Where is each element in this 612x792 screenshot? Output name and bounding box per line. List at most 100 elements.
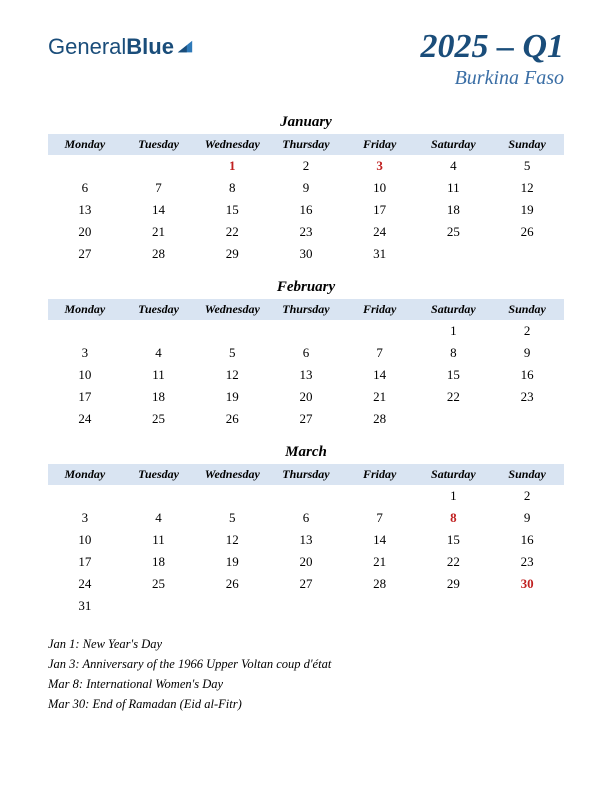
calendar-day: 20 <box>269 386 343 408</box>
calendar-day: 13 <box>269 364 343 386</box>
brand-triangle-icon <box>176 38 194 56</box>
calendar-day: 5 <box>195 507 269 529</box>
month-block: February MondayTuesdayWednesdayThursdayFr… <box>48 279 564 430</box>
calendar-day: 19 <box>195 386 269 408</box>
calendar-day: 22 <box>417 551 491 573</box>
calendar-day: 8 <box>417 507 491 529</box>
calendar-day: 28 <box>343 573 417 595</box>
month-name: March <box>48 444 564 461</box>
calendar-day <box>122 155 196 177</box>
calendar-row: 3456789 <box>48 342 564 364</box>
month-block: MarchMondayTuesdayWednesdayThursdayFrida… <box>48 444 564 617</box>
calendar-day: 22 <box>417 386 491 408</box>
month-name: January <box>48 114 564 131</box>
calendar-day: 31 <box>343 243 417 265</box>
calendar-day <box>269 320 343 342</box>
calendar-day <box>195 485 269 507</box>
calendar-day: 25 <box>122 573 196 595</box>
holiday-note-line: Jan 1: New Year's Day <box>48 635 368 654</box>
calendar-day: 7 <box>343 342 417 364</box>
weekday-header: Friday <box>343 299 417 320</box>
calendar-day: 9 <box>490 507 564 529</box>
brand-part2: Blue <box>126 34 174 59</box>
calendar-row: 31 <box>48 595 564 617</box>
calendar-day: 1 <box>417 485 491 507</box>
weekday-header: Thursday <box>269 299 343 320</box>
calendar-day: 22 <box>195 221 269 243</box>
calendar-day: 18 <box>122 551 196 573</box>
calendar-day: 6 <box>269 342 343 364</box>
weekday-header: Saturday <box>417 464 491 485</box>
weekday-header: Thursday <box>269 464 343 485</box>
month-name: February <box>48 279 564 296</box>
calendar-day: 18 <box>122 386 196 408</box>
weekday-header: Wednesday <box>195 464 269 485</box>
calendar-day <box>490 595 564 617</box>
calendar-row: 24252627282930 <box>48 573 564 595</box>
title-sub: Burkina Faso <box>420 67 564 90</box>
title-main: 2025 – Q1 <box>420 28 564 65</box>
weekday-header: Sunday <box>490 134 564 155</box>
calendar-day <box>343 595 417 617</box>
calendar-day: 23 <box>490 386 564 408</box>
calendar-day: 16 <box>490 529 564 551</box>
calendar-day: 1 <box>195 155 269 177</box>
calendar-day: 27 <box>48 243 122 265</box>
calendar-day: 28 <box>122 243 196 265</box>
calendar-day: 24 <box>48 408 122 430</box>
calendar-day: 4 <box>122 342 196 364</box>
calendar-day: 12 <box>195 529 269 551</box>
calendar-day: 19 <box>490 199 564 221</box>
calendar-day: 11 <box>122 364 196 386</box>
calendar-day: 13 <box>48 199 122 221</box>
weekday-header: Friday <box>343 464 417 485</box>
calendar-day: 10 <box>343 177 417 199</box>
calendar-day: 24 <box>343 221 417 243</box>
calendar-day: 1 <box>417 320 491 342</box>
calendar-day: 30 <box>269 243 343 265</box>
calendar-day: 29 <box>195 243 269 265</box>
calendar-day: 12 <box>490 177 564 199</box>
calendar-day: 14 <box>343 529 417 551</box>
title-block: 2025 – Q1 Burkina Faso <box>420 28 564 90</box>
calendar-day: 2 <box>269 155 343 177</box>
calendar-day: 26 <box>195 573 269 595</box>
calendar-row: 12 <box>48 320 564 342</box>
calendar-day: 27 <box>269 408 343 430</box>
weekday-header: Wednesday <box>195 299 269 320</box>
calendar-day: 21 <box>343 386 417 408</box>
calendar-day: 6 <box>269 507 343 529</box>
calendar-day <box>122 485 196 507</box>
calendar-table: MondayTuesdayWednesdayThursdayFridaySatu… <box>48 299 564 430</box>
calendar-day: 20 <box>269 551 343 573</box>
calendar-row: 17181920212223 <box>48 386 564 408</box>
calendar-day <box>269 595 343 617</box>
calendar-day: 14 <box>343 364 417 386</box>
calendar-container: January MondayTuesdayWednesdayThursdayFri… <box>48 114 564 617</box>
calendar-row: 12 <box>48 485 564 507</box>
calendar-day <box>417 243 491 265</box>
calendar-day: 25 <box>417 221 491 243</box>
calendar-day: 2 <box>490 320 564 342</box>
calendar-day: 26 <box>195 408 269 430</box>
calendar-day: 3 <box>48 342 122 364</box>
calendar-day: 8 <box>195 177 269 199</box>
brand-logo: GeneralBlue <box>48 34 194 60</box>
weekday-header: Saturday <box>417 134 491 155</box>
calendar-row: 2425262728 <box>48 408 564 430</box>
calendar-row: 2728293031 <box>48 243 564 265</box>
calendar-day: 11 <box>417 177 491 199</box>
holiday-note-line: Mar 8: International Women's Day <box>48 675 368 694</box>
calendar-row: 6789101112 <box>48 177 564 199</box>
calendar-day: 16 <box>269 199 343 221</box>
calendar-day: 4 <box>417 155 491 177</box>
calendar-table: MondayTuesdayWednesdayThursdayFridaySatu… <box>48 134 564 265</box>
calendar-row: 12345 <box>48 155 564 177</box>
calendar-day: 12 <box>195 364 269 386</box>
calendar-day <box>490 243 564 265</box>
weekday-header: Monday <box>48 134 122 155</box>
holiday-note-line: Mar 30: End of Ramadan (Eid al-Fitr) <box>48 695 368 714</box>
calendar-day: 18 <box>417 199 491 221</box>
calendar-day <box>417 595 491 617</box>
weekday-header: Friday <box>343 134 417 155</box>
